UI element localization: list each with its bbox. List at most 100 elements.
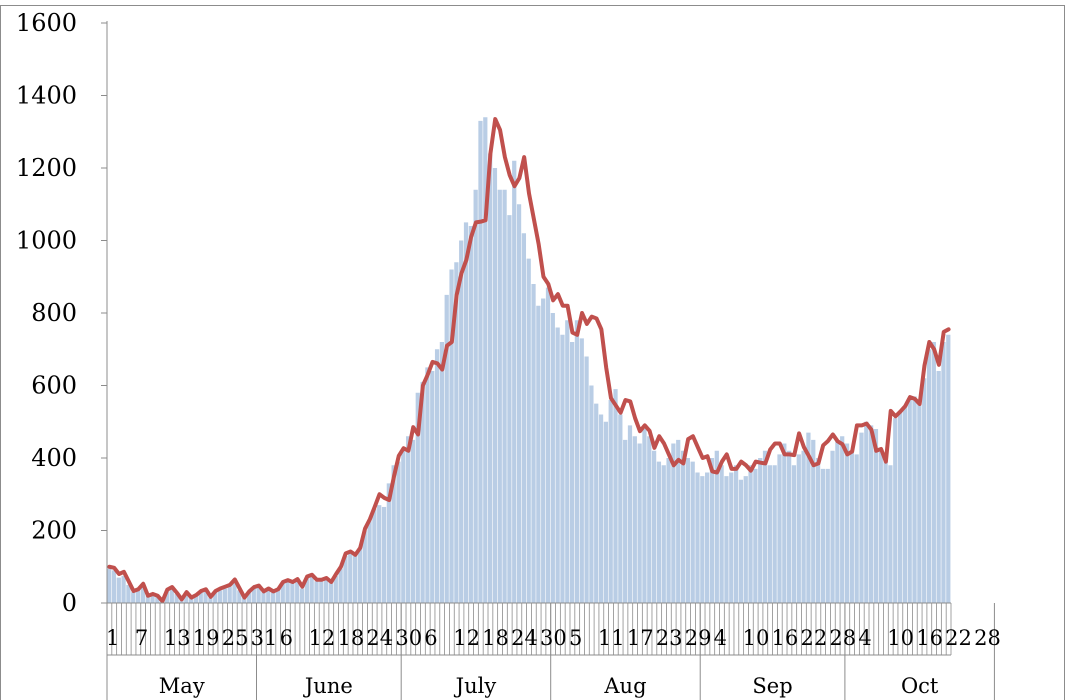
bar-day-143 bbox=[791, 465, 797, 603]
y-tick-label-200: 200 bbox=[31, 517, 77, 545]
bar-day-37 bbox=[280, 583, 285, 603]
bar-day-14 bbox=[169, 588, 174, 603]
bar-day-30 bbox=[246, 592, 252, 604]
y-tick-label-600: 600 bbox=[31, 372, 77, 400]
bar-day-27 bbox=[232, 583, 237, 603]
bar-day-158 bbox=[864, 421, 869, 603]
bar-day-86 bbox=[516, 204, 522, 603]
bar-day-45 bbox=[319, 581, 324, 603]
x-tick-label: 28 bbox=[829, 626, 856, 650]
bar-day-25 bbox=[222, 588, 227, 603]
x-tick-label: 12 bbox=[309, 626, 336, 650]
bar-day-118 bbox=[671, 443, 676, 603]
bar-day-44 bbox=[314, 581, 319, 603]
bar-day-129 bbox=[724, 476, 729, 604]
bar-day-157 bbox=[859, 432, 864, 604]
bar-day-173 bbox=[936, 371, 941, 603]
bar-day-77 bbox=[473, 189, 478, 603]
month-label-aug: Aug bbox=[603, 674, 646, 698]
bar-day-153 bbox=[840, 436, 845, 603]
bar-day-103 bbox=[598, 414, 604, 603]
bar-day-120 bbox=[680, 450, 686, 603]
bar-day-69 bbox=[434, 349, 440, 603]
bar-day-144 bbox=[796, 454, 801, 604]
bar-day-95 bbox=[560, 334, 565, 603]
y-tick-label-400: 400 bbox=[31, 444, 77, 472]
bar-day-5 bbox=[126, 584, 131, 604]
bar-day-11 bbox=[155, 595, 160, 603]
x-tick-label: 7 bbox=[135, 626, 148, 650]
bar-day-116 bbox=[661, 465, 666, 603]
month-label-july: July bbox=[454, 674, 497, 698]
bar-day-164 bbox=[893, 418, 898, 604]
bar-day-7 bbox=[135, 590, 141, 603]
month-label-oct: Oct bbox=[901, 674, 939, 698]
bar-day-85 bbox=[512, 160, 517, 603]
bar-day-36 bbox=[275, 590, 281, 603]
x-tick-label: 24 bbox=[511, 626, 538, 650]
bar-day-15 bbox=[174, 593, 179, 603]
x-tick-label: 1 bbox=[106, 626, 119, 650]
bar-day-79 bbox=[483, 117, 488, 603]
bar-day-57 bbox=[377, 505, 382, 604]
bar-day-136 bbox=[758, 458, 763, 603]
bar-day-121 bbox=[685, 458, 690, 603]
x-tick-label: 4 bbox=[714, 626, 727, 650]
bar-day-104 bbox=[603, 421, 608, 603]
bar-day-53 bbox=[357, 548, 363, 604]
x-tick-label: 10 bbox=[743, 626, 770, 650]
bar-day-94 bbox=[555, 327, 560, 603]
bar-day-99 bbox=[579, 338, 584, 604]
bar-day-96 bbox=[565, 320, 570, 603]
bar-day-160 bbox=[873, 429, 879, 603]
bar-day-65 bbox=[415, 392, 420, 603]
bar-day-20 bbox=[198, 592, 203, 604]
bar-day-119 bbox=[676, 439, 681, 604]
x-tick-label: 4 bbox=[858, 626, 871, 650]
x-tick-label: 30 bbox=[395, 626, 422, 650]
bar-day-171 bbox=[926, 349, 932, 603]
bar-day-117 bbox=[666, 458, 671, 603]
bar-day-93 bbox=[550, 313, 555, 603]
bar-day-159 bbox=[869, 425, 874, 604]
bar-day-114 bbox=[651, 450, 657, 603]
bar-day-163 bbox=[888, 465, 893, 603]
bar-day-67 bbox=[425, 367, 430, 604]
bar-day-24 bbox=[217, 590, 223, 603]
bar-day-147 bbox=[811, 439, 816, 604]
bar-day-47 bbox=[328, 583, 334, 603]
bar-day-34 bbox=[266, 590, 271, 603]
x-tick-label: 10 bbox=[887, 626, 914, 650]
bar-day-70 bbox=[439, 342, 445, 603]
x-tick-label: 12 bbox=[453, 626, 480, 650]
bar-day-151 bbox=[830, 450, 835, 603]
bar-day-141 bbox=[782, 443, 787, 603]
bar-day-31 bbox=[251, 588, 256, 603]
bar-day-110 bbox=[632, 436, 637, 603]
bar-day-131 bbox=[733, 465, 739, 603]
bar-day-146 bbox=[806, 432, 811, 604]
series-line bbox=[107, 117, 951, 604]
x-tick-label: 28 bbox=[974, 626, 1001, 650]
bar-day-73 bbox=[454, 262, 459, 603]
x-tick-label: 22 bbox=[945, 626, 972, 650]
bar-day-75 bbox=[463, 222, 469, 604]
bar-day-149 bbox=[820, 468, 826, 604]
bar-day-167 bbox=[907, 400, 912, 603]
bar-day-82 bbox=[497, 189, 502, 603]
bar-day-161 bbox=[878, 450, 883, 603]
month-label-june: June bbox=[303, 674, 353, 698]
bar-day-84 bbox=[507, 215, 512, 604]
x-tick-label: 5 bbox=[569, 626, 582, 650]
bar-day-40 bbox=[295, 581, 300, 603]
bar-day-100 bbox=[584, 356, 589, 603]
bar-day-81 bbox=[492, 168, 498, 603]
bar-day-3 bbox=[116, 577, 121, 604]
bar-day-71 bbox=[444, 294, 449, 604]
bar-day-17 bbox=[184, 593, 189, 603]
x-tick-label: 23 bbox=[656, 626, 683, 650]
bar-day-101 bbox=[589, 385, 594, 603]
x-tick-label: 6 bbox=[280, 626, 293, 650]
bar-day-22 bbox=[208, 597, 213, 603]
